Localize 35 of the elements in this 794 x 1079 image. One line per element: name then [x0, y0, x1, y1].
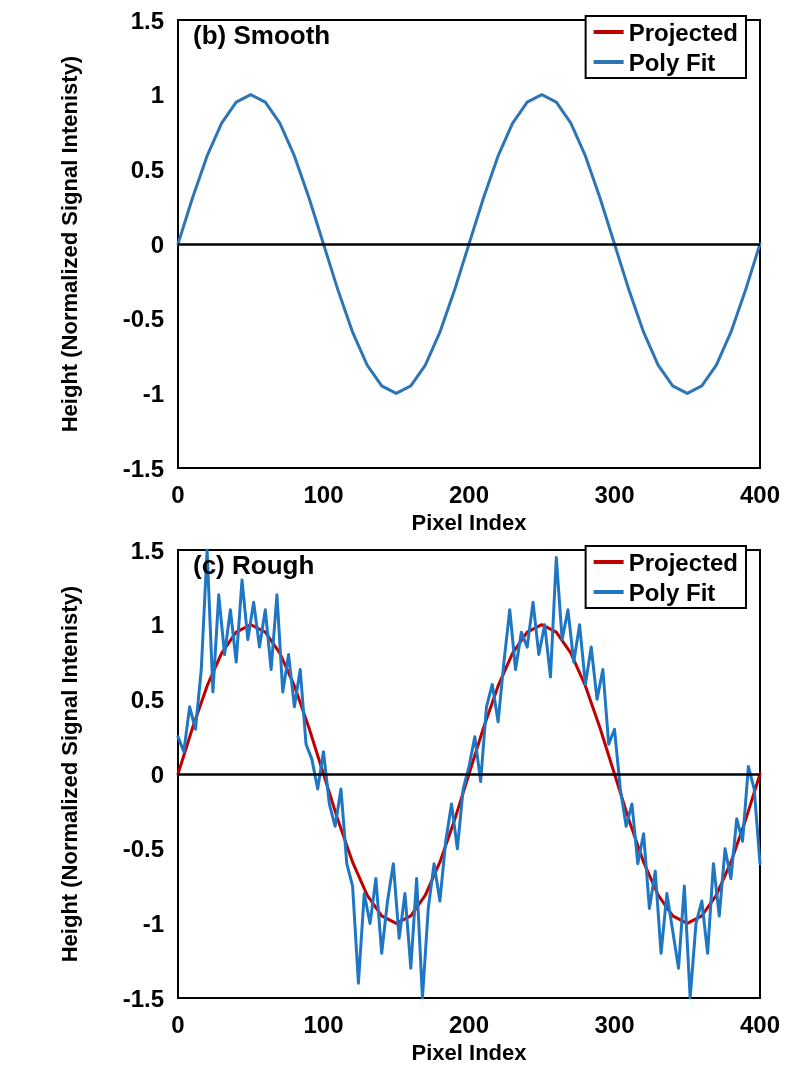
x-tick-label: 200: [448, 1010, 490, 1038]
x-tick-label: 400: [739, 1010, 781, 1038]
y-tick-label: 1.5: [130, 536, 164, 564]
y-tick-label: 0: [150, 230, 164, 258]
y-tick-label: -1: [142, 909, 164, 937]
x-axis-title: Pixel Index: [411, 509, 528, 535]
y-tick-label: 1.5: [130, 6, 164, 34]
legend-label: Poly Fit: [628, 48, 716, 76]
x-tick-label: 400: [739, 480, 781, 508]
x-axis-title: Pixel Index: [411, 1039, 528, 1065]
x-tick-label: 300: [594, 1010, 635, 1038]
x-tick-label: 0: [171, 1010, 185, 1038]
legend-label: Poly Fit: [628, 578, 716, 606]
legend-label: Projected: [628, 548, 738, 576]
line-series: [176, 93, 762, 395]
x-tick-label: 0: [171, 480, 185, 508]
x-tick-label: 300: [594, 480, 635, 508]
y-tick-label: 0.5: [130, 155, 164, 183]
y-tick-label: -0.5: [122, 835, 164, 863]
y-axis-title: Height (Normalized Signal Intenisty): [56, 55, 82, 433]
line-series: [176, 548, 762, 1000]
annotation: (b) Smooth: [193, 20, 331, 50]
y-tick-label: -1.5: [122, 454, 164, 482]
y-tick-label: 1: [150, 81, 164, 109]
legend-label: Projected: [628, 18, 738, 46]
y-tick-label: 1: [150, 611, 164, 639]
x-tick-label: 200: [448, 480, 490, 508]
y-tick-label: 0.5: [130, 685, 164, 713]
y-tick-label: -1: [142, 379, 164, 407]
y-axis-title: Height (Normalized Signal Intenisty): [56, 585, 82, 963]
y-tick-label: -0.5: [122, 305, 164, 333]
x-tick-label: 100: [303, 480, 344, 508]
x-tick-label: 100: [303, 1010, 344, 1038]
y-tick-label: -1.5: [122, 984, 164, 1012]
y-tick-label: 0: [150, 760, 164, 788]
